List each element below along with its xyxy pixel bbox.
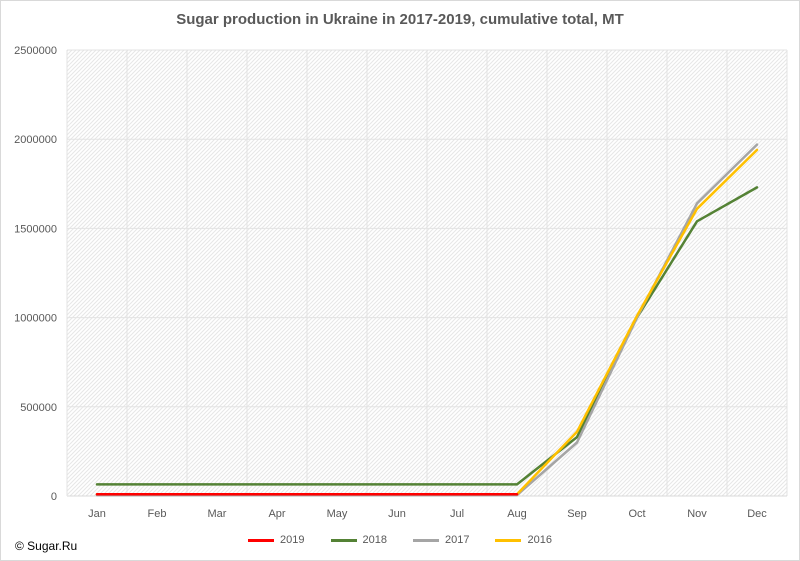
legend-item-2018: 2018 xyxy=(330,534,387,546)
y-tick-label: 1000000 xyxy=(14,313,57,325)
x-tick-label: Jul xyxy=(450,508,464,520)
copyright-text: © Sugar.Ru xyxy=(15,539,78,553)
y-tick-label: 2500000 xyxy=(14,45,57,57)
legend-item-2016: 2016 xyxy=(495,534,552,546)
legend: 2019 2018 2017 2016 xyxy=(1,534,799,546)
legend-item-2017: 2017 xyxy=(413,534,469,546)
y-tick-label: 2000000 xyxy=(14,134,57,146)
y-tick-label: 1500000 xyxy=(14,223,57,235)
legend-swatch xyxy=(248,538,275,542)
legend-label: 2017 xyxy=(445,534,470,546)
legend-swatch xyxy=(330,538,357,542)
x-tick-label: Feb xyxy=(148,508,167,520)
x-tick-label: Jun xyxy=(388,508,406,520)
x-tick-label: Oct xyxy=(628,508,645,520)
x-tick-label: Sep xyxy=(567,508,587,520)
x-tick-label: Aug xyxy=(507,508,527,520)
legend-item-2019: 2019 xyxy=(248,534,305,546)
x-tick-label: Dec xyxy=(747,508,767,520)
x-tick-label: Jan xyxy=(88,508,106,520)
x-tick-label: Mar xyxy=(208,508,227,520)
y-tick-label: 0 xyxy=(51,491,57,503)
legend-label: 2018 xyxy=(362,534,387,546)
legend-label: 2016 xyxy=(527,534,552,546)
y-tick-label: 500000 xyxy=(20,402,57,414)
series-line-2018 xyxy=(95,186,759,486)
x-tick-label: Nov xyxy=(687,508,707,520)
x-tick-label: Apr xyxy=(268,508,285,520)
legend-label: 2019 xyxy=(280,534,305,546)
legend-swatch xyxy=(495,538,522,542)
legend-swatch xyxy=(413,538,439,542)
x-tick-label: May xyxy=(327,508,348,520)
chart-title: Sugar production in Ukraine in 2017-2019… xyxy=(176,11,624,28)
